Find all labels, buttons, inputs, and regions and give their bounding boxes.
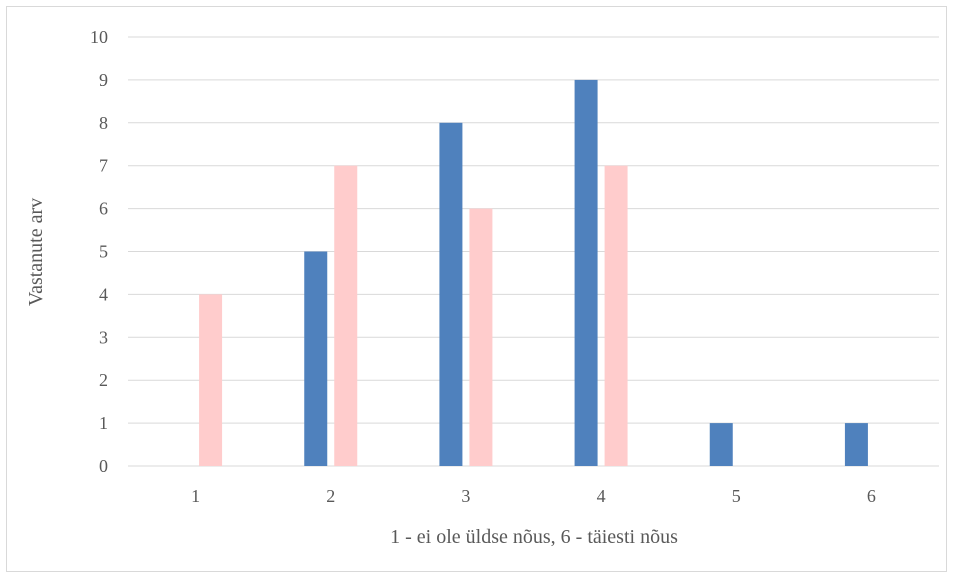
bar-series2-cat-1 bbox=[199, 294, 223, 466]
bar-series1-cat-5 bbox=[709, 423, 733, 466]
bar-series2-cat-3 bbox=[469, 208, 493, 466]
x-tick-labels: 1 2 3 4 5 6 bbox=[191, 486, 876, 506]
y-tick-label: 5 bbox=[99, 242, 108, 262]
y-tick-label: 8 bbox=[99, 113, 108, 133]
gridlines bbox=[128, 36, 939, 467]
x-tick-label: 6 bbox=[867, 486, 876, 506]
y-axis-title: Vastanute arv bbox=[25, 198, 47, 306]
bar-series2-cat-4 bbox=[604, 165, 628, 466]
bars bbox=[199, 79, 868, 467]
y-tick-label: 9 bbox=[99, 70, 108, 90]
y-tick-label: 6 bbox=[99, 199, 108, 219]
bar-series1-cat-3 bbox=[439, 122, 463, 467]
y-tick-labels: 0 1 2 3 4 5 6 7 8 9 10 bbox=[90, 27, 108, 476]
x-tick-label: 3 bbox=[461, 486, 470, 506]
y-tick-label: 3 bbox=[99, 327, 108, 347]
x-tick-label: 1 bbox=[191, 486, 200, 506]
y-tick-label: 0 bbox=[99, 456, 108, 476]
y-tick-label: 1 bbox=[99, 413, 108, 433]
bar-series2-cat-2 bbox=[334, 165, 358, 466]
bar-series1-cat-4 bbox=[574, 79, 598, 467]
y-tick-label: 10 bbox=[90, 27, 108, 47]
y-tick-label: 2 bbox=[99, 370, 108, 390]
y-tick-label: 4 bbox=[99, 284, 108, 304]
bar-series1-cat-6 bbox=[844, 423, 868, 466]
x-tick-label: 2 bbox=[326, 486, 335, 506]
x-tick-label: 4 bbox=[597, 486, 606, 506]
bar-series1-cat-2 bbox=[304, 251, 328, 466]
y-tick-label: 7 bbox=[99, 156, 108, 176]
x-axis-title: 1 - ei ole üldse nõus, 6 - täiesti nõus bbox=[390, 526, 678, 548]
x-tick-label: 5 bbox=[732, 486, 741, 506]
